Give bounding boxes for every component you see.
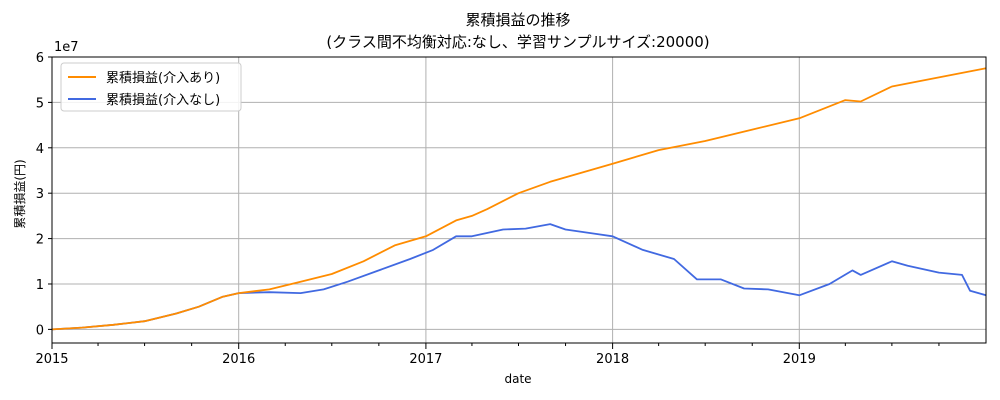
x-tick-label: 2017 (409, 352, 442, 367)
legend-entry: 累積損益(介入なし) (106, 93, 220, 108)
y-tick-label: 4 (36, 142, 44, 157)
legend: 累積損益(介入あり) 累積損益(介入なし) (60, 62, 242, 112)
legend-entry: 累積損益(介入あり) (106, 71, 220, 86)
y-tick-label: 2 (36, 233, 44, 248)
y-tick-label: 1 (36, 278, 44, 293)
y-axis-label: 累積損益(円) (12, 159, 27, 228)
y-scale-label: 1e7 (54, 40, 79, 55)
y-tick-label: 6 (36, 51, 44, 66)
series-line (51, 223, 987, 331)
chart-title: 累積損益の推移 (465, 11, 570, 29)
x-tick-label: 2016 (222, 352, 255, 367)
y-tick-label: 5 (36, 96, 44, 111)
legend-box (60, 62, 242, 112)
y-tick-label: 3 (36, 187, 44, 202)
axis-ticks: 0 1 2 3 4 5 6 2015 2016 2017 2018 2019 (35, 51, 940, 367)
series-line (51, 67, 987, 331)
x-tick-label: 2015 (35, 352, 68, 367)
chart-subtitle: (クラス間不均衡対応:なし、学習サンプルサイズ:20000) (326, 33, 709, 51)
y-tick-label: 0 (36, 323, 44, 338)
x-axis-label: date (504, 372, 531, 386)
plot-frame (51, 56, 987, 344)
x-tick-label: 2018 (596, 352, 629, 367)
series-lines (51, 67, 987, 331)
x-tick-label: 2019 (783, 352, 816, 367)
